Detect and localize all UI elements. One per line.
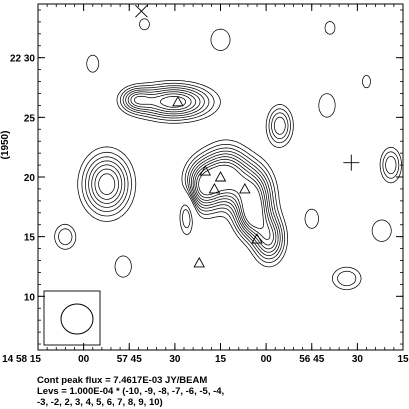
x-tick-label-3: 57 45: [117, 354, 142, 365]
beam-box: [43, 290, 101, 346]
x-tick-label-6: 00: [261, 354, 273, 365]
caption-peak-flux: Cont peak flux = 7.4617E-03 JY/BEAM: [37, 375, 208, 386]
contour-level-3: [81, 82, 400, 286]
contour-level-neg2: [54, 18, 392, 278]
axis-ticks: 14 58 15 00 57 45 30 15 00 56 45 30 15 22 30 25 20 1…: [2, 4, 409, 365]
contour-level-4: [85, 85, 397, 260]
x-tick-label-5: 15: [215, 354, 227, 365]
component-triangle-3: [214, 171, 227, 182]
component-markers: [135, 4, 360, 268]
component-triangle-6: [251, 233, 263, 244]
x-tick-label-2: 00: [78, 354, 90, 365]
contour-level-6: [91, 89, 279, 253]
y-axis-label: (1950): [0, 131, 11, 160]
y-tick-label-4: 15: [24, 233, 36, 244]
y-tick-label-1: 22 30: [10, 54, 35, 65]
contour-level-7: [94, 91, 277, 250]
component-triangle-4: [208, 183, 221, 194]
contour-level-9: [160, 96, 271, 240]
contour-level-neg3: [58, 209, 191, 246]
y-tick-label-2: 25: [24, 113, 36, 124]
x-tick-label-1: 14 58 15: [2, 354, 41, 365]
component-triangle-5: [239, 183, 251, 194]
caption-levels-2: -3, -2, 2, 3, 4, 5, 6, 7, 8, 9, 10): [37, 397, 163, 408]
contour-levels: [54, 18, 402, 291]
y-tick-label-3: 20: [24, 173, 36, 184]
x-tick-label-8: 30: [352, 354, 364, 365]
x-tick-label-9: 15: [397, 354, 409, 365]
component-triangle-2: [199, 165, 212, 176]
contour-level-8: [98, 93, 274, 246]
component-triangle-1: [172, 95, 184, 107]
contour-level-2: [77, 54, 402, 291]
y-tick-label-5: 10: [24, 292, 36, 303]
component-triangle-7: [193, 256, 205, 268]
x-tick-label-4: 30: [169, 354, 181, 365]
caption-levels-1: Levs = 1.000E-04 * (-10, -9, -8, -7, -6,…: [37, 386, 225, 397]
plus-marker-2: [343, 154, 360, 171]
cross-marker-1: [135, 4, 148, 18]
beam-box-frame: [43, 290, 101, 346]
x-tick-label-7: 56 45: [299, 354, 324, 365]
contour-level-5: [88, 87, 286, 256]
beam-ellipse: [60, 303, 94, 335]
